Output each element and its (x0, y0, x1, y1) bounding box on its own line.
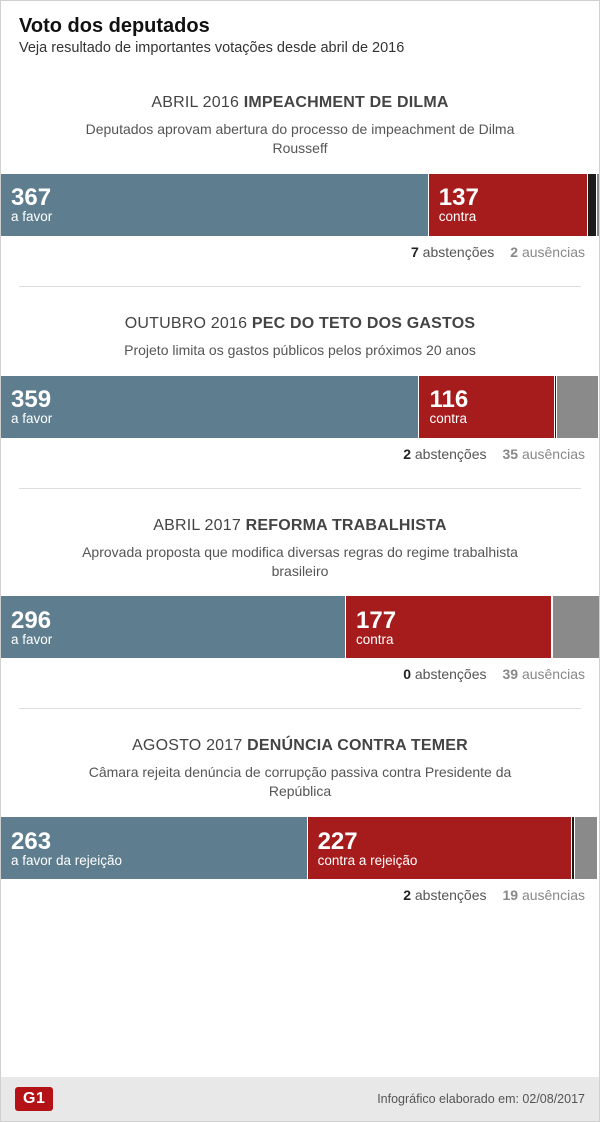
seg-absent (557, 376, 598, 438)
footnote-abstain: 2 abstenções (403, 887, 486, 903)
seg-contra-label: contra (429, 412, 553, 426)
vote-footnotes: 7 abstenções 2 ausências (1, 236, 599, 260)
seg-absent (553, 596, 598, 658)
vote-date: AGOSTO 2017 (132, 737, 247, 754)
logo-badge: G1 (15, 1087, 53, 1111)
vote-date: OUTUBRO 2016 (125, 315, 252, 332)
vote-name: DENÚNCIA CONTRA TEMER (247, 737, 468, 754)
vote-footnotes: 2 abstenções 19 ausências (1, 879, 599, 903)
seg-absent (575, 817, 597, 879)
vote-block: ABRIL 2016 IMPEACHMENT DE DILMA Deputados… (1, 66, 599, 260)
seg-favor: 296a favor (1, 596, 346, 658)
vote-date: ABRIL 2017 (153, 517, 245, 534)
vote-name: IMPEACHMENT DE DILMA (244, 94, 449, 111)
vote-heading: ABRIL 2016 IMPEACHMENT DE DILMA (1, 94, 599, 112)
seg-favor-label: a favor da rejeição (11, 854, 307, 868)
seg-contra-value: 116 (429, 387, 553, 412)
seg-favor-label: a favor (11, 633, 345, 647)
seg-favor: 367a favor (1, 174, 429, 236)
seg-contra-value: 227 (318, 829, 572, 854)
seg-contra: 137contra (429, 174, 589, 236)
seg-favor-value: 367 (11, 185, 428, 210)
vote-heading: OUTUBRO 2016 PEC DO TETO DOS GASTOS (1, 315, 599, 333)
vote-heading: ABRIL 2017 REFORMA TRABALHISTA (1, 517, 599, 535)
seg-absent (597, 174, 599, 236)
seg-favor-label: a favor (11, 210, 428, 224)
vote-footnotes: 0 abstenções 39 ausências (1, 658, 599, 682)
seg-favor-label: a favor (11, 412, 418, 426)
votes-container: ABRIL 2016 IMPEACHMENT DE DILMA Deputados… (1, 66, 599, 903)
vote-block: ABRIL 2017 REFORMA TRABALHISTA Aprovada p… (1, 489, 599, 683)
footer-credit: Infográfico elaborado em: 02/08/2017 (377, 1092, 585, 1106)
vote-desc: Deputados aprovam abertura do processo d… (80, 120, 520, 158)
seg-favor-value: 359 (11, 387, 418, 412)
footnote-absent: 35 ausências (502, 446, 585, 462)
footnote-absent: 19 ausências (502, 887, 585, 903)
seg-contra: 177contra (346, 596, 552, 658)
vote-footnotes: 2 abstenções 35 ausências (1, 438, 599, 462)
footnote-absent: 2 ausências (510, 244, 585, 260)
seg-contra-label: contra a rejeição (318, 854, 572, 868)
vote-heading: AGOSTO 2017 DENÚNCIA CONTRA TEMER (1, 737, 599, 755)
vote-bar: 367a favor137contra (1, 174, 599, 236)
footnote-absent: 39 ausências (502, 666, 585, 682)
vote-bar: 296a favor177contra (1, 596, 599, 658)
seg-contra: 227contra a rejeição (308, 817, 573, 879)
seg-contra-value: 177 (356, 608, 551, 633)
seg-abstain (588, 174, 596, 236)
vote-date: ABRIL 2016 (151, 94, 243, 111)
vote-bar: 263a favor da rejeição227contra a rejeiç… (1, 817, 599, 879)
vote-block: AGOSTO 2017 DENÚNCIA CONTRA TEMER Câmara … (1, 709, 599, 903)
seg-contra-value: 137 (439, 185, 588, 210)
vote-desc: Câmara rejeita denúncia de corrupção pas… (80, 763, 520, 801)
footnote-abstain: 0 abstenções (403, 666, 486, 682)
footnote-abstain: 2 abstenções (403, 446, 486, 462)
seg-contra: 116contra (419, 376, 554, 438)
vote-desc: Aprovada proposta que modifica diversas … (80, 543, 520, 581)
vote-block: OUTUBRO 2016 PEC DO TETO DOS GASTOS Proje… (1, 287, 599, 462)
seg-favor-value: 296 (11, 608, 345, 633)
seg-favor: 359a favor (1, 376, 419, 438)
vote-bar: 359a favor116contra (1, 376, 599, 438)
vote-name: PEC DO TETO DOS GASTOS (252, 315, 475, 332)
page-title: Voto dos deputados (19, 15, 581, 38)
footnote-abstain: 7 abstenções (411, 244, 494, 260)
vote-name: REFORMA TRABALHISTA (246, 517, 447, 534)
seg-favor: 263a favor da rejeição (1, 817, 308, 879)
footer: G1 Infográfico elaborado em: 02/08/2017 (1, 1077, 599, 1121)
vote-desc: Projeto limita os gastos públicos pelos … (80, 341, 520, 360)
seg-contra-label: contra (439, 210, 588, 224)
page-subtitle: Veja resultado de importantes votações d… (19, 40, 581, 56)
header: Voto dos deputados Veja resultado de imp… (1, 1, 599, 66)
seg-contra-label: contra (356, 633, 551, 647)
seg-favor-value: 263 (11, 829, 307, 854)
